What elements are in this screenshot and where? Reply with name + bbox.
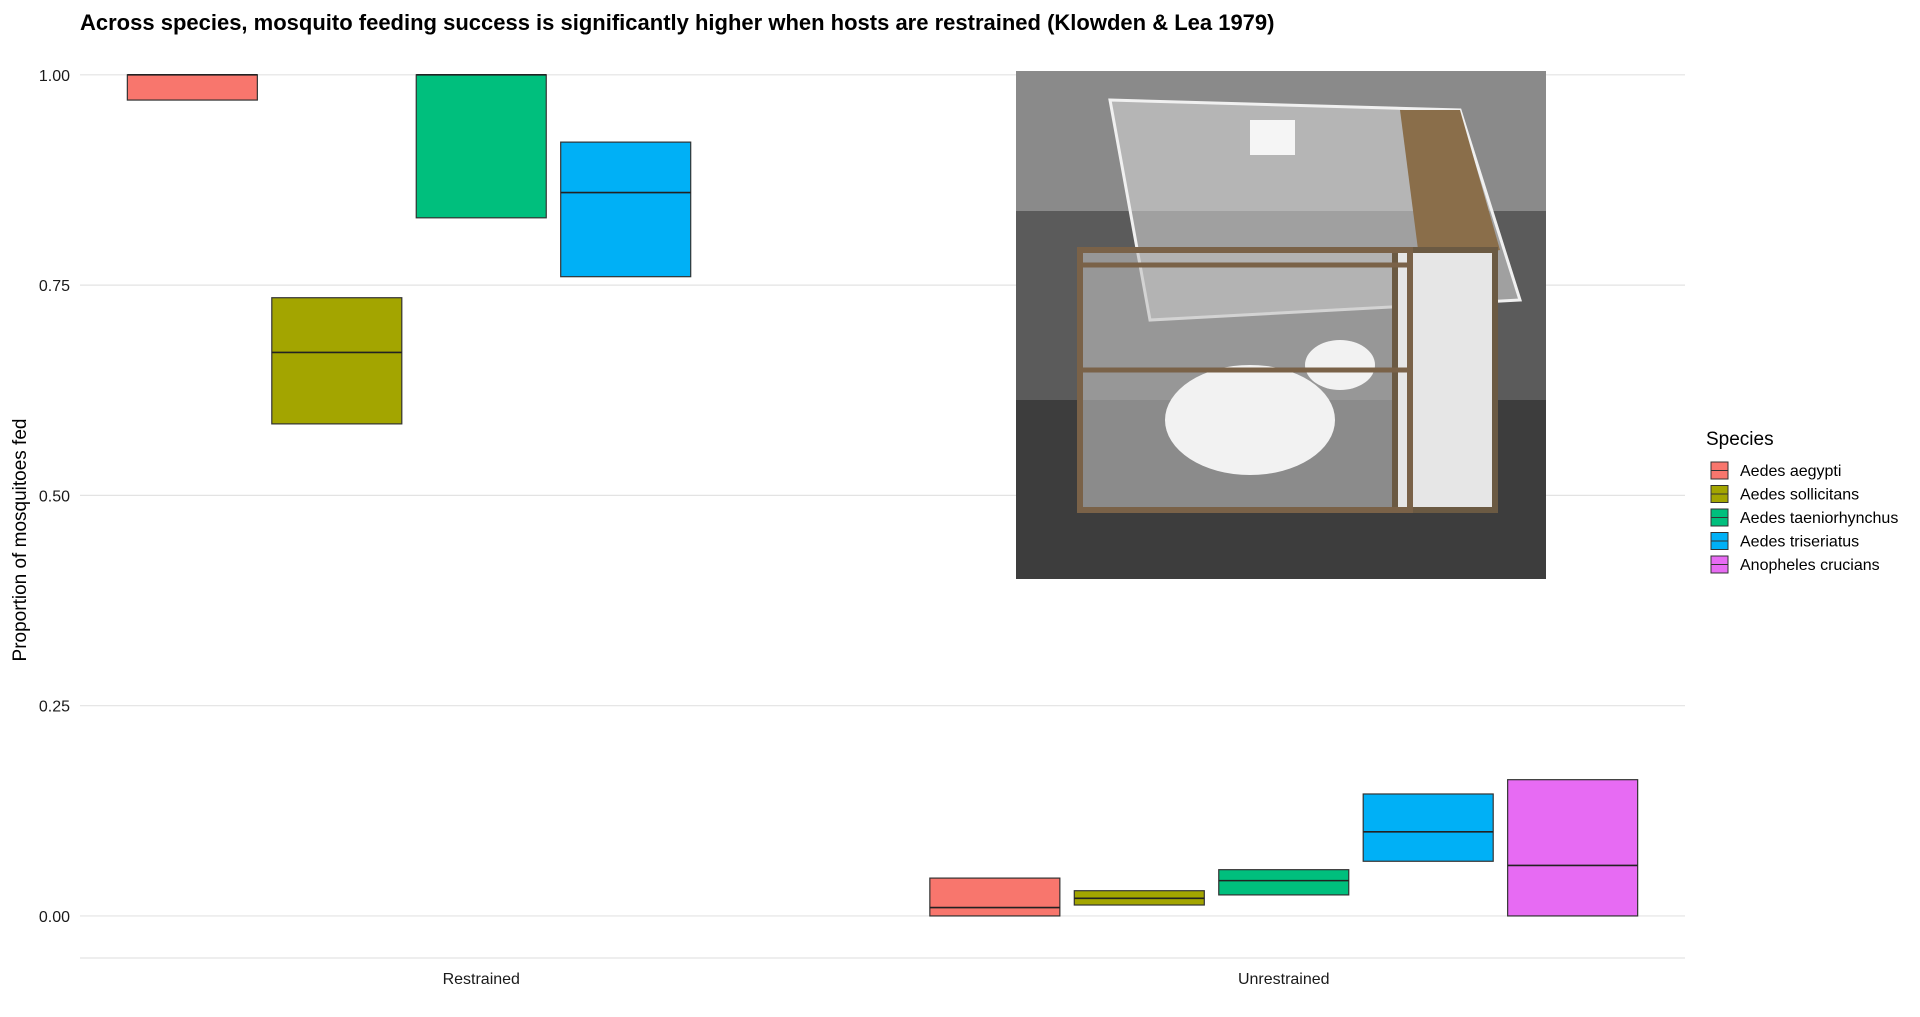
box-aedes-taeniorhynchus-unrestrained bbox=[1218, 869, 1350, 896]
legend-label: Anopheles crucians bbox=[1740, 557, 1880, 574]
y-tick-label: 0.75 bbox=[39, 278, 70, 295]
x-tick-label: Unrestrained bbox=[1238, 971, 1330, 988]
box-aedes-taeniorhynchus-restrained bbox=[415, 74, 547, 219]
box-aedes-sollicitans-unrestrained bbox=[1073, 890, 1205, 906]
box-aedes-aegypti-unrestrained bbox=[929, 877, 1061, 917]
legend-item: Anopheles crucians bbox=[1710, 555, 1880, 574]
grid-lines bbox=[80, 74, 1685, 959]
box-aedes-sollicitans-restrained bbox=[271, 297, 403, 425]
legend-item: Aedes taeniorhynchus bbox=[1710, 508, 1898, 527]
y-axis-label: Proportion of mosquitoes fed bbox=[10, 419, 31, 662]
legend-title: Species bbox=[1706, 429, 1774, 450]
y-tick-label: 1.00 bbox=[39, 68, 70, 85]
box-aedes-triseriatus-unrestrained bbox=[1362, 793, 1494, 862]
box-body bbox=[1218, 869, 1350, 896]
box-body bbox=[560, 141, 692, 278]
box-body bbox=[271, 297, 403, 425]
legend: Species Aedes aegypti Aedes sollicitans Aed… bbox=[1706, 429, 1898, 574]
y-tick-label: 0.00 bbox=[39, 909, 70, 926]
legend-label: Aedes taeniorhynchus bbox=[1740, 510, 1898, 527]
cage-with-rabbit-photo bbox=[1016, 71, 1546, 579]
box-body bbox=[1362, 793, 1494, 862]
y-tick-label: 0.50 bbox=[39, 488, 70, 505]
box-aedes-aegypti-restrained bbox=[126, 74, 258, 101]
plot-area bbox=[126, 74, 1639, 917]
box-anopheles-crucians-unrestrained bbox=[1507, 779, 1639, 917]
x-axis: Restrained Unrestrained bbox=[443, 971, 1330, 988]
x-tick-label: Restrained bbox=[443, 971, 520, 988]
chart-title: Across species, mosquito feeding success… bbox=[80, 10, 1274, 35]
box-body bbox=[1507, 779, 1639, 917]
legend-label: Aedes aegypti bbox=[1740, 463, 1841, 480]
box-body bbox=[415, 74, 547, 219]
y-tick-label: 0.25 bbox=[39, 699, 70, 716]
legend-label: Aedes sollicitans bbox=[1740, 487, 1859, 504]
legend-item: Aedes sollicitans bbox=[1710, 485, 1859, 504]
legend-label: Aedes triseriatus bbox=[1740, 534, 1859, 551]
box-aedes-triseriatus-restrained bbox=[560, 141, 692, 278]
legend-item: Aedes aegypti bbox=[1710, 461, 1841, 480]
box-body bbox=[126, 74, 258, 101]
box-body bbox=[929, 877, 1061, 917]
y-axis: 0.00 0.25 0.50 0.75 1.00 bbox=[39, 68, 70, 926]
legend-item: Aedes triseriatus bbox=[1710, 532, 1859, 551]
